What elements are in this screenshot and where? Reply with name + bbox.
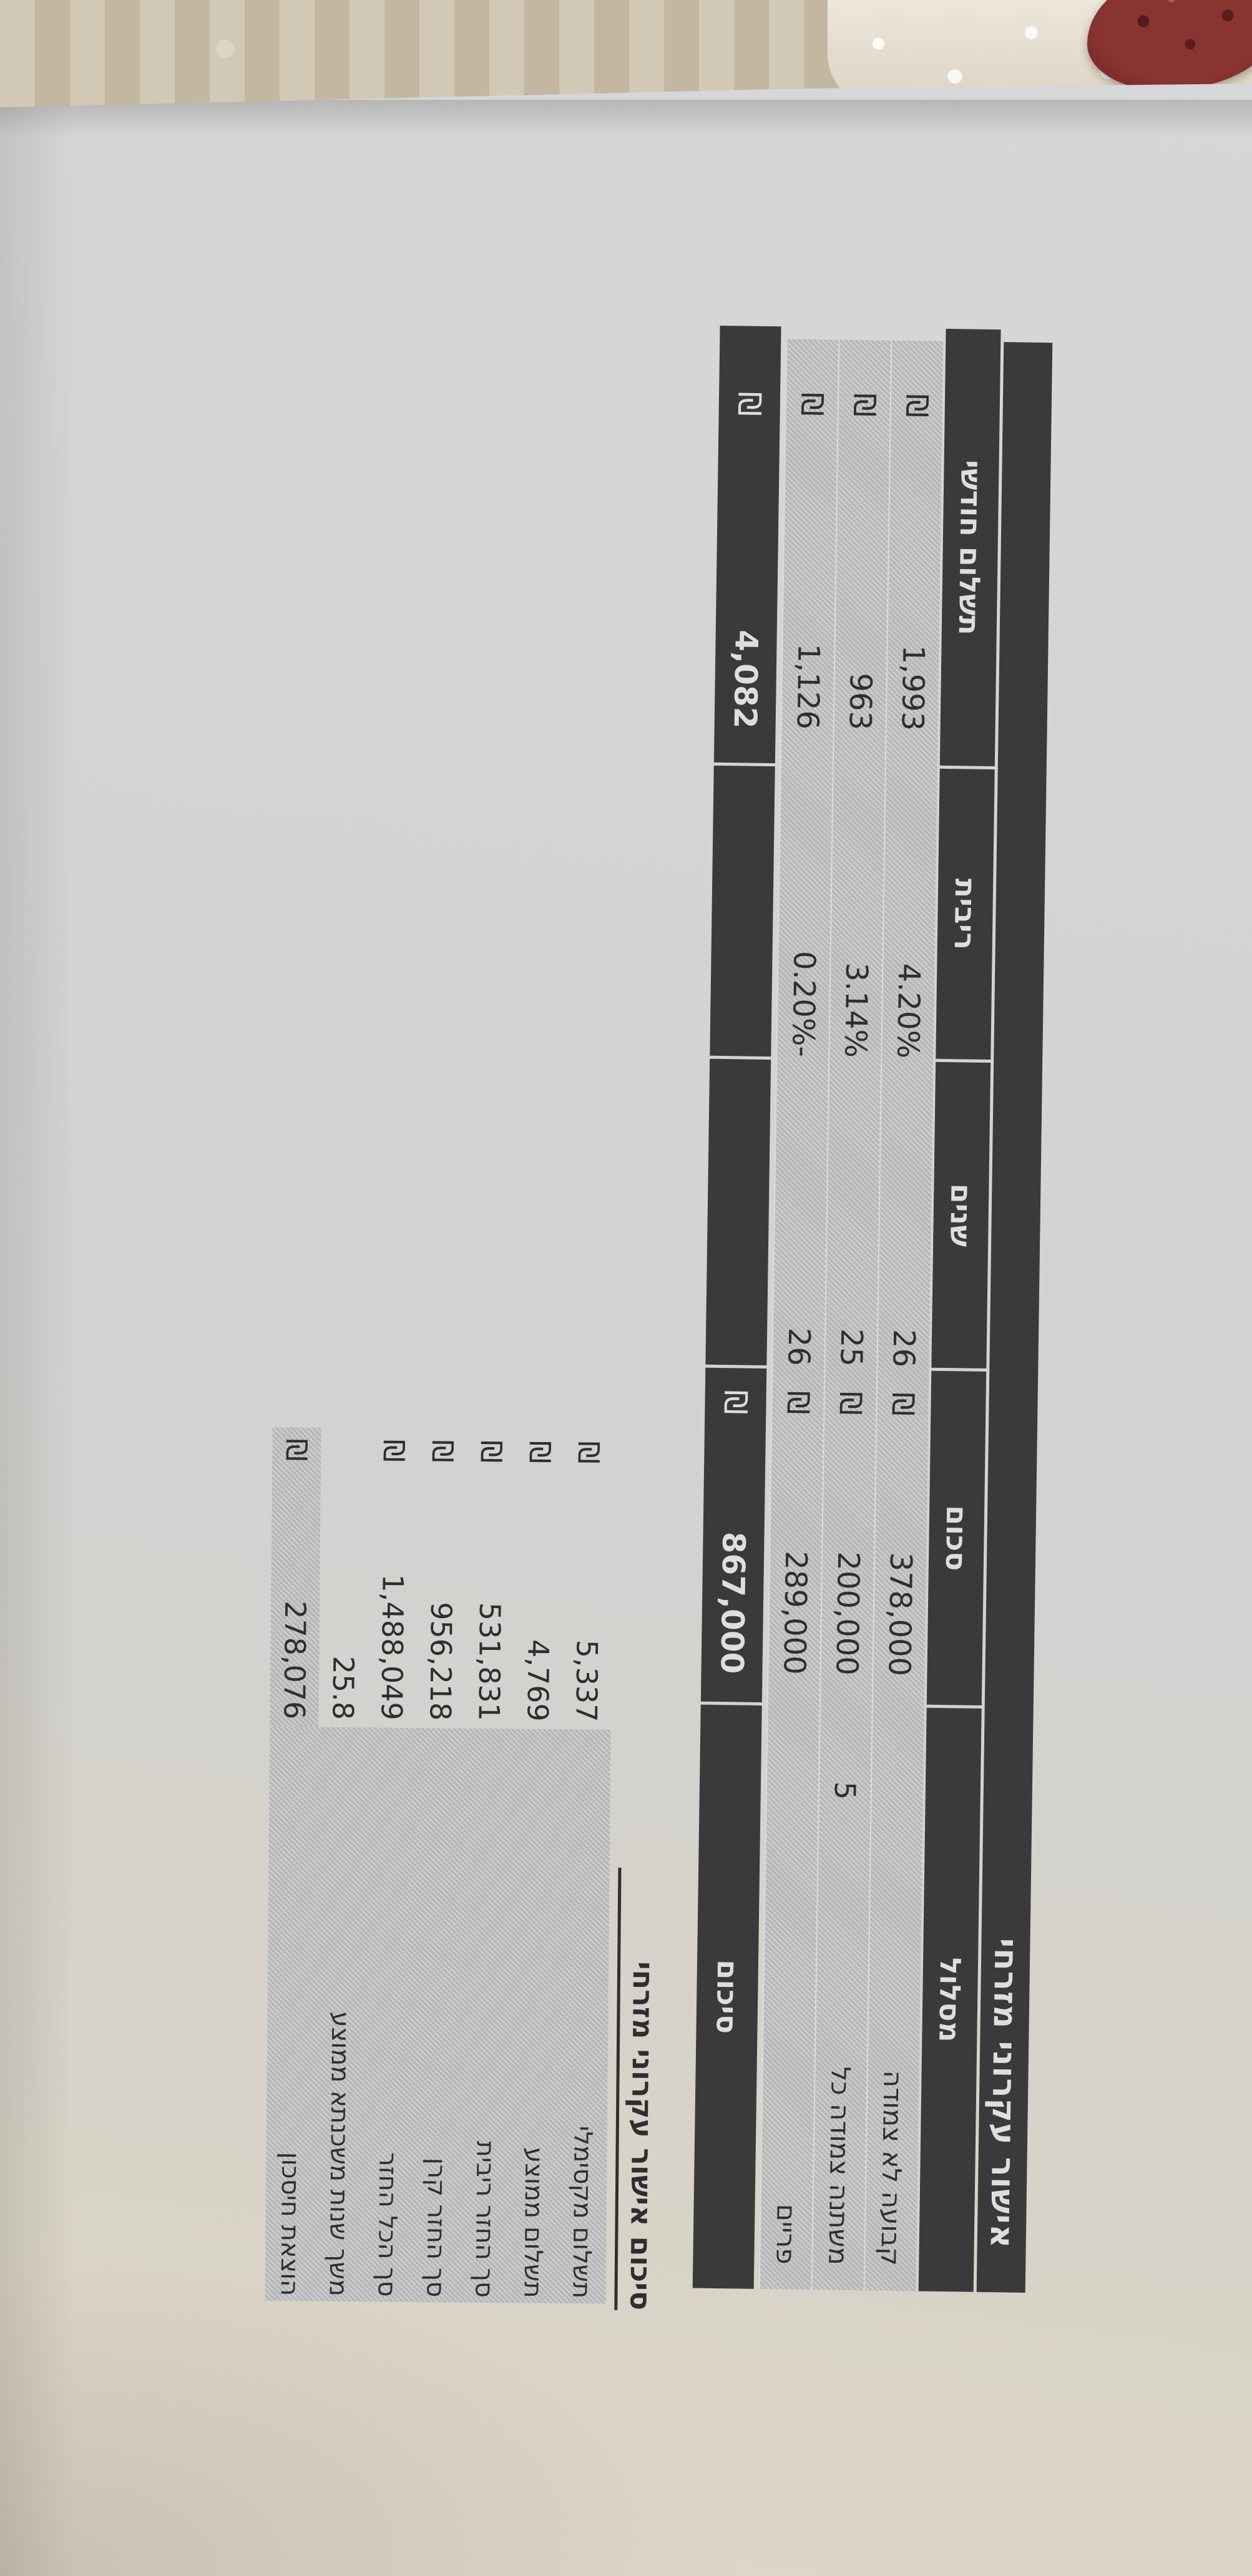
column-header-track: מסלול	[918, 1707, 982, 2292]
shekel-sign: ₪	[833, 1391, 868, 1415]
payment-cell: ₪ 1,993	[894, 393, 935, 731]
value-cell: ₪ 4,769	[521, 1440, 557, 1722]
paper-bottom-shadow	[0, 2252, 751, 2576]
shekel-sign: ₪	[572, 1441, 606, 1464]
track-name-cell: קבועה לא צמודה	[875, 2070, 909, 2266]
paper-top-shadow	[0, 100, 1252, 137]
summary-payment-cell: ₪ 4,082	[713, 325, 781, 764]
shekel-sign: ₪	[780, 1390, 816, 1415]
main-table-body: קבועה לא צמודה ₪ 378,000 26 4.20% ₪ 1,99…	[758, 339, 944, 2291]
track-name-cell: פריים	[770, 2203, 803, 2265]
list-item: סך החזר קרן ₪ 956,218	[411, 1422, 467, 2309]
amount-cell: ₪ 378,000	[881, 1392, 921, 1677]
summary-rate-cell	[710, 765, 775, 1057]
shekel-sign: ₪	[731, 391, 768, 417]
value-cell: ₪ 531,831	[472, 1440, 509, 1722]
column-header-amount: סכום	[926, 1370, 987, 1705]
shekel-sign: ₪	[794, 392, 830, 416]
payment-cell: ₪ 1,126	[790, 392, 830, 730]
shekel-sign: ₪	[426, 1440, 460, 1463]
value-cell: ₪ 5,337	[569, 1441, 606, 1722]
summary-block: סיכום אישור עקרוני מזרחי תשלום מקסימלי ₪…	[236, 1421, 665, 2311]
track-name-cell: משתנה צמודה כל 5	[823, 1781, 863, 2266]
summary-block-rows: תשלום מקסימלי ₪ 5,337 תשלום ממוצע ₪ 4,76…	[265, 1421, 613, 2310]
red-crochet-object	[1087, 0, 1252, 90]
amount-cell: ₪ 289,000	[776, 1390, 816, 1676]
payment-cell: ₪ 963	[842, 393, 883, 731]
amount-cell: ₪ 200,000	[829, 1391, 868, 1676]
column-header-payment: תשלום חודשי	[939, 328, 1001, 767]
summary-block-title: סיכום אישור עקרוני מזרחי	[614, 1424, 665, 2311]
years-cell: 26	[781, 1327, 817, 1367]
years-cell: 25	[833, 1328, 869, 1367]
column-header-years: שנים	[931, 1061, 991, 1368]
list-item: תשלום ממוצע ₪ 4,769	[508, 1423, 564, 2310]
years-cell: 26	[886, 1329, 922, 1368]
value-cell: ₪ 956,218	[423, 1440, 460, 1721]
value-cell: ₪ 1,488,049	[374, 1439, 411, 1720]
rate-cell: 4.20%	[890, 963, 927, 1059]
shekel-sign: ₪	[377, 1439, 411, 1462]
list-item: משך שנות משכנתא ממוצע 25.8	[313, 1422, 369, 2308]
shekel-sign: ₪	[523, 1440, 557, 1464]
rate-cell: 0.20%-	[785, 950, 822, 1058]
shekel-sign: ₪	[885, 1392, 921, 1417]
summary-label-cell: סיכום	[692, 1704, 762, 2289]
shekel-sign: ₪	[846, 393, 883, 417]
list-item: סך הכל החזר ₪ 1,488,049	[362, 1422, 418, 2308]
shekel-sign: ₪	[474, 1440, 509, 1463]
shekel-sign: ₪	[717, 1389, 754, 1415]
list-item: הוצאת חיסכון ₪ 278,076	[265, 1421, 321, 2308]
list-item: תשלום מקסימלי ₪ 5,337	[557, 1423, 613, 2310]
rate-cell: 3.14%	[838, 962, 874, 1058]
shekel-sign: ₪	[899, 393, 935, 418]
shekel-sign: ₪	[280, 1438, 314, 1461]
summary-amount-cell: ₪ 867,000	[700, 1367, 767, 1702]
highlighted-value-cell: ₪ 278,076	[270, 1427, 321, 1727]
main-approval-table: אישור עקרוני מזרחי מסלול סכום שנים ריבית…	[692, 325, 1053, 2293]
value-cell: 25.8	[326, 1656, 361, 1720]
summary-years-cell	[705, 1058, 771, 1366]
list-item: סך החזר ריבית ₪ 531,831	[459, 1423, 516, 2310]
column-header-rate: ריבית	[936, 768, 995, 1060]
paper-left-shadow	[0, 84, 75, 2576]
